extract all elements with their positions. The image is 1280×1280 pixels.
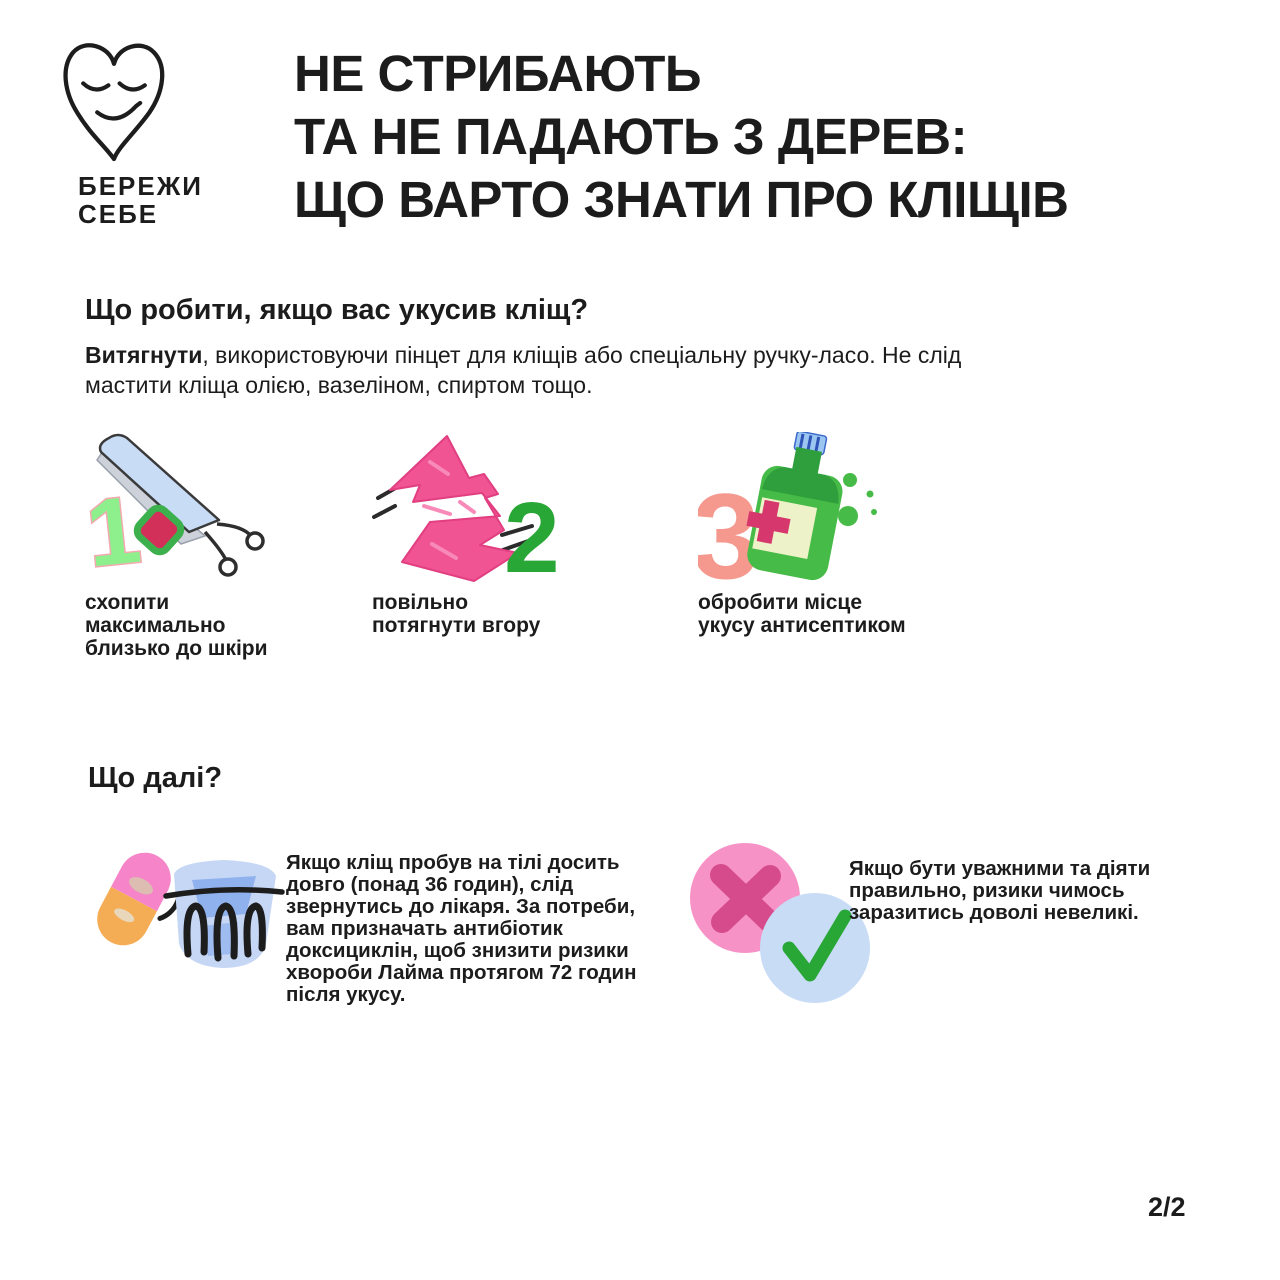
green-dot — [843, 473, 857, 487]
bite-paragraph-lead: Витягнути — [85, 342, 203, 368]
tweezers-upper-blade — [98, 433, 221, 534]
section-heading-bite: Що робити, якщо вас укусив кліщ? — [85, 294, 589, 326]
step-2-caption: повільно потягнути вгору — [372, 591, 541, 637]
page-title: НЕ СТРИБАЮТЬ ТА НЕ ПАДАЮТЬ З ДЕРЕВ: ЩО В… — [294, 45, 1069, 228]
tooth-shading — [192, 876, 256, 918]
tooth-root-stroke — [213, 902, 238, 962]
antiseptic-bottle-illustration: 3 — [692, 430, 877, 604]
pill-highlight — [129, 877, 153, 895]
step-2: 2 повільно потягнути вгору — [372, 432, 642, 637]
step-number-2: 2 — [504, 482, 560, 584]
tooth-root-stroke — [243, 902, 266, 958]
green-dot — [871, 509, 877, 515]
step-number-3: 3 — [698, 468, 760, 584]
green-dot — [866, 490, 874, 498]
cross-horizontal — [746, 511, 791, 534]
step-1: 1 схопити максимально близько до шкіри — [80, 432, 335, 660]
bottle — [746, 430, 843, 581]
tweezers-and-tick-illustration: 1 — [80, 433, 265, 589]
arrow-texture — [422, 460, 476, 560]
pink-arrow — [389, 435, 519, 582]
bite-paragraph: Витягнути, використовуючи пінцет для клі… — [85, 340, 1075, 400]
section-heading-next: Що далі? — [88, 762, 223, 794]
bite-paragraph-rest: , використовуючи пінцет для кліщів або с… — [85, 342, 962, 398]
speed-line — [372, 504, 397, 519]
next-item-2-text: Якщо бути уважними та діяти правильно, р… — [849, 857, 1151, 924]
tooth-icon — [163, 860, 285, 968]
pill-highlight — [114, 908, 135, 923]
step-3-caption: обробити місце укусу антисептиком — [698, 591, 906, 637]
tooth-top-stroke — [163, 887, 285, 899]
speed-line — [500, 524, 534, 537]
next-item-2-art — [688, 838, 873, 1011]
pill-and-tooth-illustration — [97, 852, 285, 968]
arrow-up-illustration: 2 — [372, 435, 560, 594]
speed-line — [498, 537, 536, 553]
brand-logo: БЕРЕЖИ СЕБЕ — [56, 36, 246, 228]
heart-face-logo-icon — [63, 43, 165, 162]
tick-icon — [133, 504, 185, 556]
next-item-1-text: Якщо кліщ пробув на тілі досить довго (п… — [286, 851, 637, 1006]
tweezers-wire-1 — [216, 522, 253, 538]
bottle-cap-stripes — [798, 433, 821, 452]
bottle-neck — [791, 446, 822, 478]
x-icon — [711, 865, 781, 933]
cross-and-check-illustration — [690, 843, 870, 1003]
tooth-root-stroke — [183, 902, 208, 958]
tweezers-loop-1 — [245, 531, 265, 551]
step-1-caption: схопити максимально близько до шкіри — [85, 591, 268, 660]
bottle-shoulder — [761, 466, 839, 504]
page-number: 2/2 — [1148, 1192, 1186, 1222]
green-dot — [838, 506, 858, 526]
logo-wordmark: БЕРЕЖИ СЕБЕ — [78, 171, 203, 229]
tweezers-wire-2 — [203, 530, 228, 561]
next-item-1-art — [84, 842, 289, 1012]
tweezers-loop-2 — [218, 557, 238, 577]
check-icon — [782, 909, 852, 982]
step-3: 3 обробити місце укусу антисептиком — [692, 430, 988, 637]
